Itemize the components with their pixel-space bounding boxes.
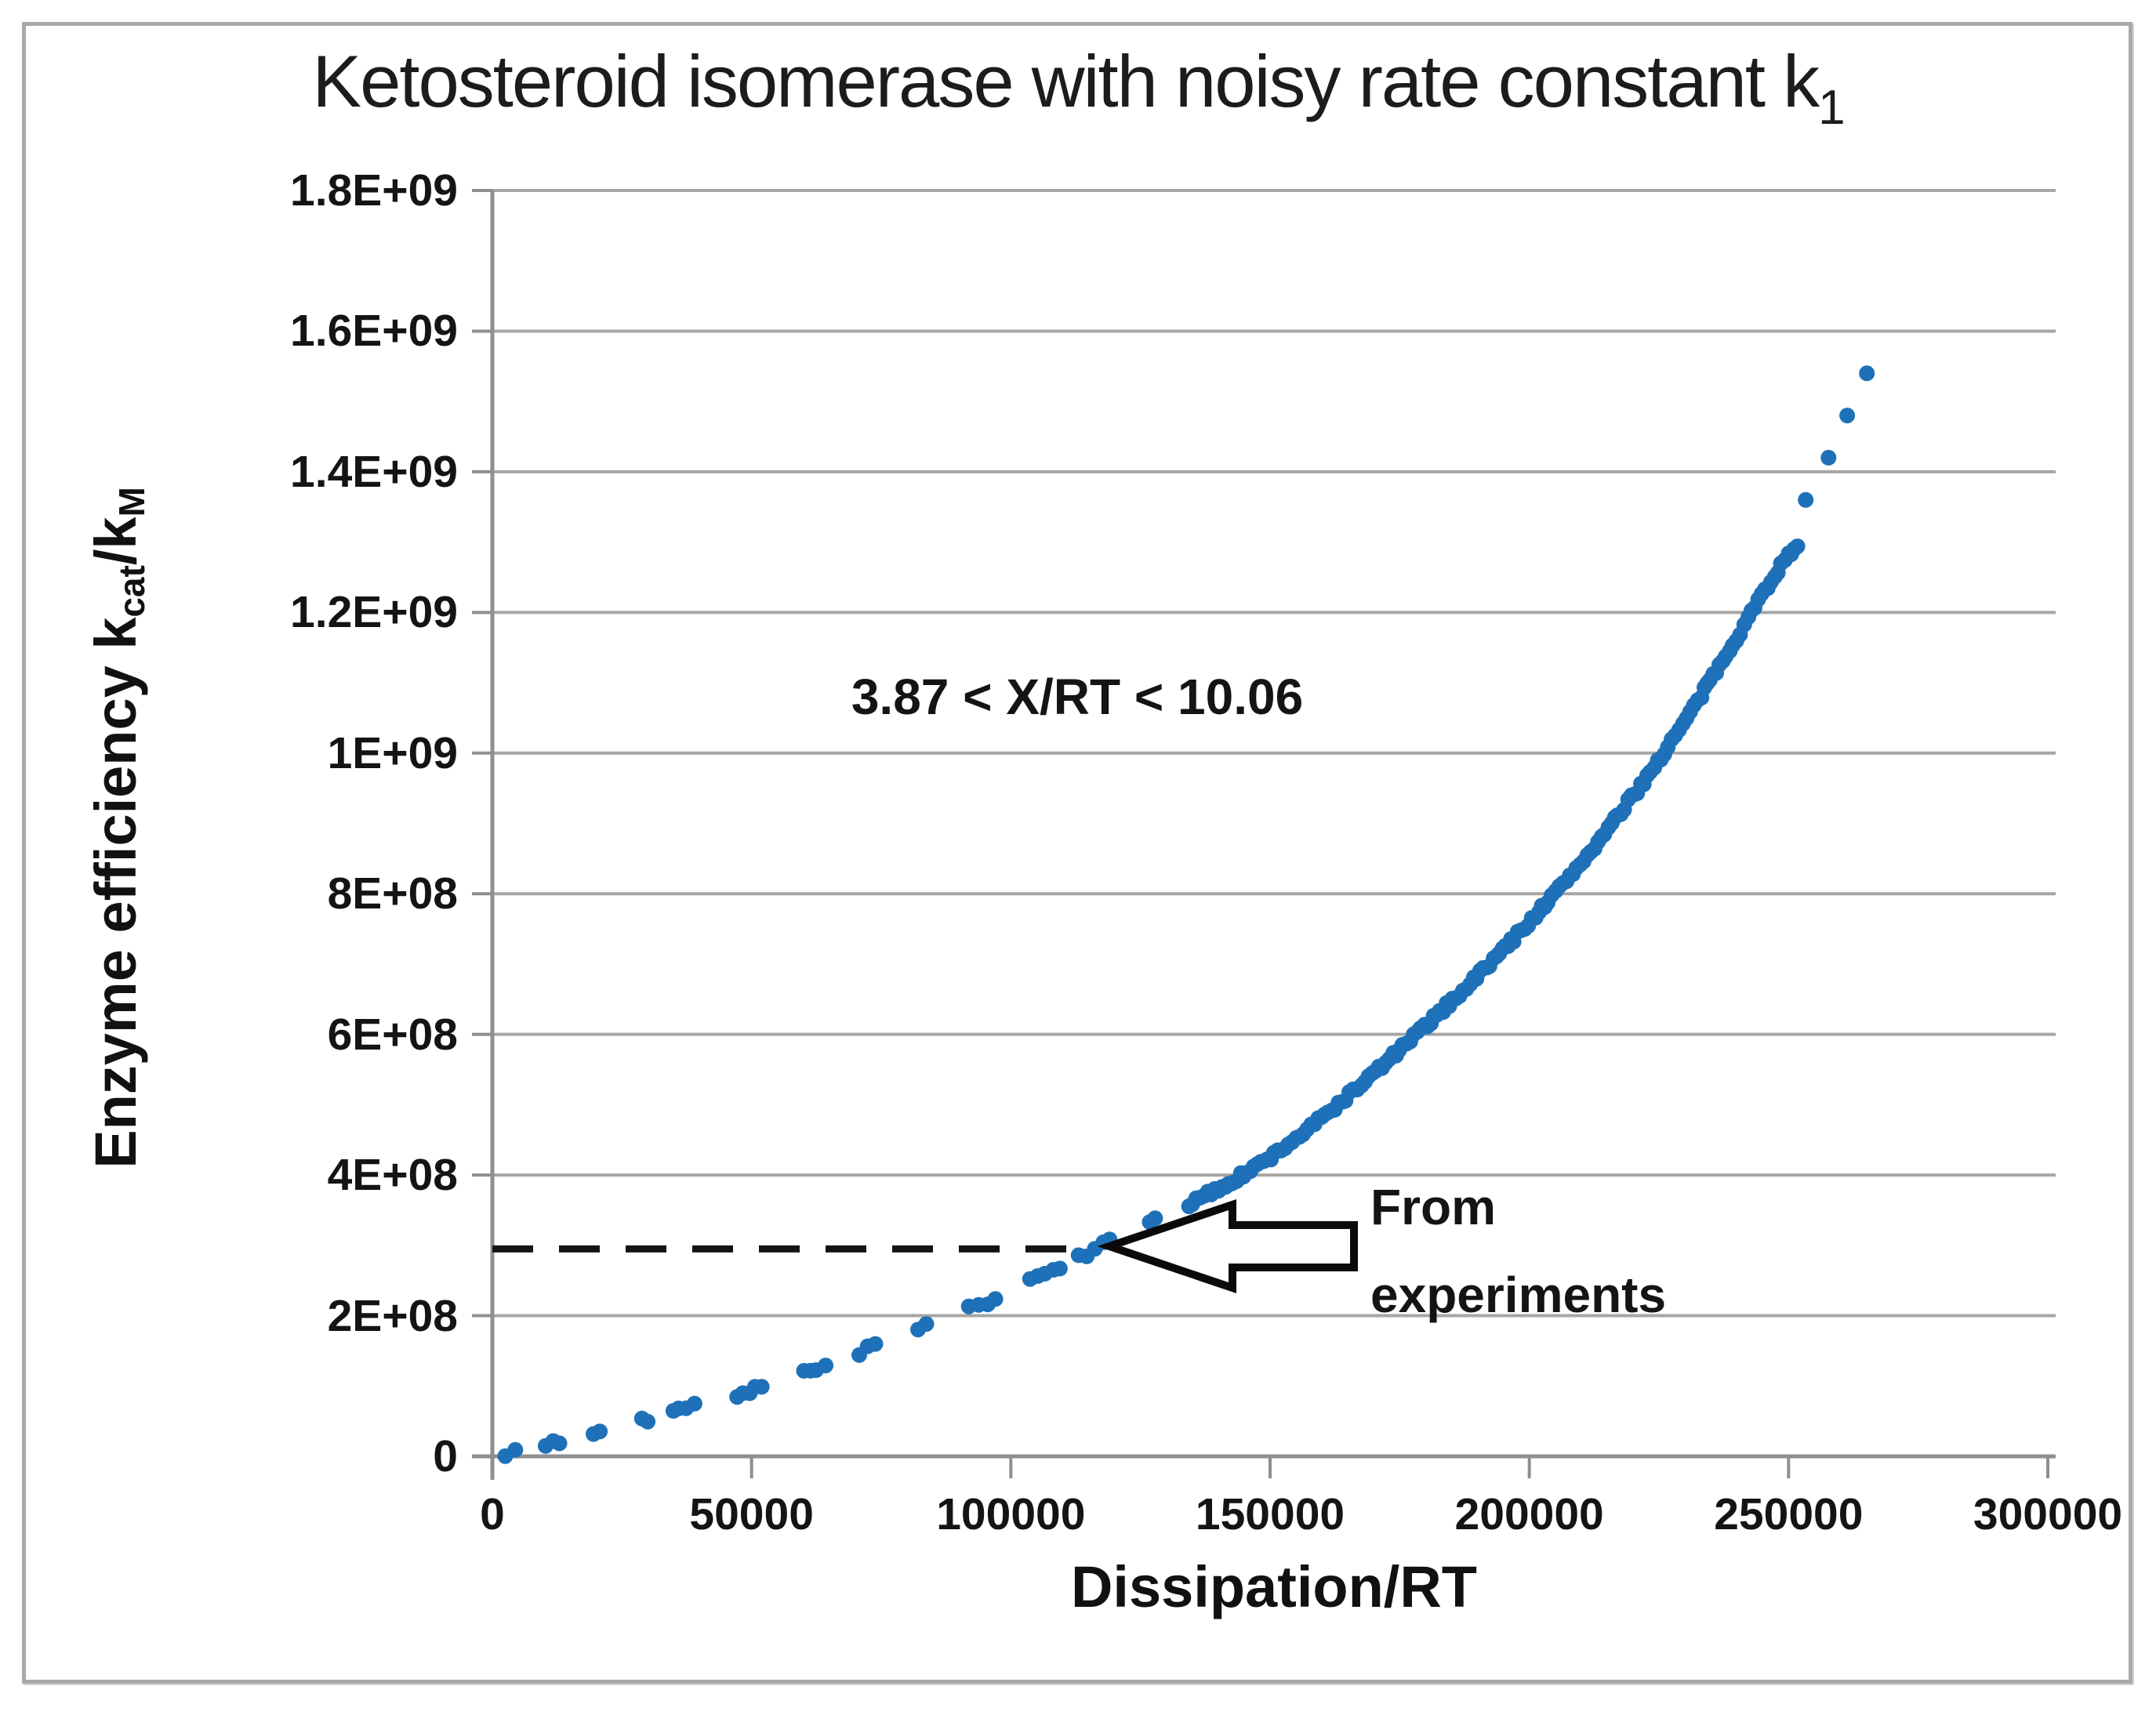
chart-title-subscript: 1 bbox=[1818, 81, 1846, 135]
x-tick-label: 100000 bbox=[936, 1489, 1086, 1539]
data-point bbox=[686, 1395, 702, 1412]
data-point bbox=[551, 1435, 568, 1452]
y-tick-label: 1.4E+09 bbox=[290, 446, 458, 497]
data-point bbox=[1051, 1260, 1068, 1277]
chart-title-text: Ketosteroid isomerase with noisy rate co… bbox=[312, 40, 1820, 122]
data-point bbox=[1820, 449, 1837, 466]
data-point bbox=[987, 1291, 1004, 1307]
data-point bbox=[1859, 365, 1875, 382]
y-tick-label: 1.8E+09 bbox=[290, 165, 458, 216]
chart-frame bbox=[22, 22, 2132, 1684]
data-point bbox=[1798, 491, 1814, 508]
data-point bbox=[818, 1358, 834, 1374]
data-point bbox=[753, 1379, 770, 1395]
x-tick-label: 300000 bbox=[1973, 1489, 2123, 1539]
data-point bbox=[592, 1423, 608, 1440]
data-point bbox=[918, 1316, 935, 1332]
y-tick-label: 1.6E+09 bbox=[290, 306, 458, 357]
x-tick-label: 150000 bbox=[1195, 1489, 1345, 1539]
arrow-label-line2: experiments bbox=[1370, 1267, 1667, 1323]
data-point bbox=[1789, 538, 1806, 554]
data-point bbox=[507, 1441, 524, 1458]
y-tick-label: 1.2E+09 bbox=[290, 587, 458, 638]
arrow-label-line1: From bbox=[1370, 1179, 1496, 1235]
x-tick-label: 0 bbox=[480, 1489, 505, 1539]
y-tick-label: 6E+08 bbox=[327, 1009, 458, 1060]
annotation-xrt-range: 3.87 < X/RT < 10.06 bbox=[851, 669, 1304, 725]
x-tick-label: 50000 bbox=[689, 1489, 814, 1539]
data-point bbox=[867, 1336, 884, 1352]
x-tick-label: 200000 bbox=[1454, 1489, 1604, 1539]
x-tick-label: 250000 bbox=[1714, 1489, 1864, 1539]
x-axis-title: Dissipation/RT bbox=[1070, 1554, 1478, 1619]
left-block-arrow bbox=[1097, 1199, 1358, 1293]
y-tick-label: 1E+09 bbox=[327, 727, 458, 778]
chart-title: Ketosteroid isomerase with noisy rate co… bbox=[0, 38, 2156, 152]
data-point-series bbox=[497, 365, 1875, 1464]
y-tick-label: 0 bbox=[433, 1431, 458, 1481]
y-tick-label: 8E+08 bbox=[327, 868, 458, 919]
data-point bbox=[1147, 1210, 1163, 1227]
y-tick-label: 2E+08 bbox=[327, 1290, 458, 1341]
y-tick-label: 4E+08 bbox=[327, 1150, 458, 1201]
data-point bbox=[1839, 408, 1856, 424]
data-point bbox=[640, 1413, 656, 1430]
arrow-label: From experiments bbox=[1370, 1163, 1666, 1339]
